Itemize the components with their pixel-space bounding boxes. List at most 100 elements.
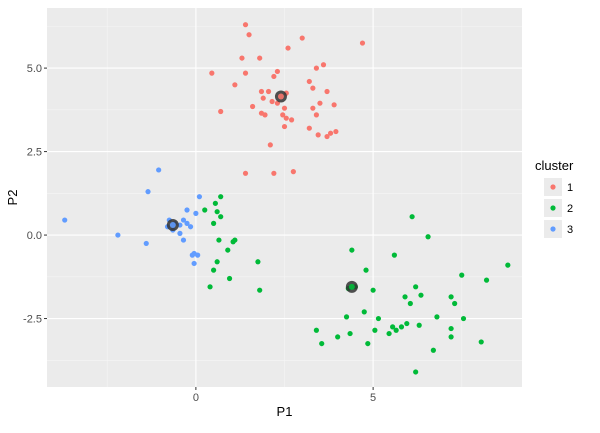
- point-cluster-3: [180, 217, 187, 223]
- legend-key-3: [550, 226, 556, 232]
- point-cluster-3: [191, 260, 197, 267]
- y-tick-label: 2.5: [27, 147, 42, 159]
- point-cluster-2: [478, 339, 484, 345]
- point-cluster-2: [218, 214, 224, 220]
- point-cluster-2: [416, 322, 422, 328]
- point-cluster-1: [359, 40, 366, 46]
- point-cluster-1: [257, 55, 263, 61]
- point-cluster-2: [459, 272, 465, 278]
- point-cluster-2: [413, 284, 419, 290]
- center-core-2: [348, 283, 355, 290]
- legend-key-1: [550, 184, 556, 190]
- point-cluster-1: [269, 98, 275, 105]
- point-cluster-2: [226, 275, 233, 282]
- point-cluster-1: [310, 105, 316, 111]
- point-cluster-2: [212, 200, 218, 206]
- point-cluster-2: [398, 324, 405, 330]
- point-cluster-2: [313, 327, 320, 333]
- point-cluster-3: [193, 210, 199, 216]
- point-cluster-2: [343, 314, 350, 320]
- point-cluster-2: [375, 315, 382, 322]
- point-cluster-1: [242, 170, 249, 176]
- point-cluster-3: [115, 232, 121, 238]
- point-cluster-1: [327, 130, 334, 136]
- point-cluster-1: [246, 32, 252, 38]
- point-cluster-3: [184, 220, 190, 226]
- point-cluster-2: [452, 300, 458, 307]
- point-cluster-3: [195, 252, 201, 258]
- point-cluster-2: [202, 207, 208, 213]
- legend-key-2: [550, 205, 556, 211]
- point-cluster-1: [333, 128, 339, 135]
- point-cluster-1: [315, 132, 321, 138]
- point-cluster-2: [483, 277, 490, 283]
- point-cluster-1: [271, 170, 277, 176]
- center-core-3: [169, 222, 176, 229]
- point-cluster-1: [239, 55, 245, 61]
- point-cluster-2: [402, 294, 408, 300]
- point-cluster-2: [335, 334, 341, 340]
- point-cluster-1: [249, 103, 256, 110]
- point-cluster-2: [216, 237, 222, 243]
- point-cluster-2: [390, 324, 396, 330]
- point-cluster-2: [207, 284, 213, 290]
- point-cluster-2: [365, 340, 371, 347]
- y-tick-label: 0.0: [27, 230, 42, 242]
- point-cluster-1: [265, 88, 272, 95]
- point-cluster-1: [280, 112, 286, 118]
- point-cluster-1: [283, 115, 289, 121]
- point-cluster-1: [262, 112, 268, 118]
- point-cluster-1: [331, 102, 337, 108]
- point-cluster-2: [448, 294, 454, 300]
- point-cluster-2: [225, 247, 231, 253]
- point-cluster-1: [324, 88, 330, 95]
- legend-title: cluster: [535, 158, 574, 173]
- point-cluster-1: [271, 73, 277, 80]
- point-cluster-2: [361, 309, 367, 315]
- point-cluster-2: [413, 369, 419, 375]
- legend-label-1: 1: [567, 182, 573, 194]
- point-cluster-1: [313, 65, 320, 71]
- point-cluster-1: [218, 108, 224, 115]
- point-cluster-2: [386, 330, 392, 337]
- point-cluster-1: [299, 35, 305, 41]
- point-cluster-2: [319, 340, 325, 347]
- point-cluster-2: [505, 262, 511, 268]
- point-cluster-2: [370, 287, 376, 293]
- point-cluster-3: [180, 237, 187, 243]
- point-cluster-2: [430, 347, 436, 353]
- point-cluster-2: [418, 292, 424, 298]
- point-cluster-2: [218, 194, 224, 200]
- point-cluster-1: [281, 123, 288, 130]
- y-tick-label: -2.5: [23, 314, 42, 326]
- point-cluster-3: [189, 252, 195, 258]
- point-cluster-2: [214, 259, 220, 265]
- point-cluster-2: [255, 259, 261, 265]
- point-cluster-1: [320, 62, 327, 68]
- point-cluster-2: [232, 237, 238, 243]
- point-cluster-1: [281, 105, 288, 111]
- point-cluster-1: [285, 45, 291, 51]
- point-cluster-2: [214, 209, 220, 215]
- point-cluster-1: [306, 125, 312, 131]
- point-cluster-1: [317, 100, 323, 106]
- point-cluster-3: [184, 207, 190, 213]
- point-cluster-2: [347, 330, 353, 337]
- point-cluster-1: [274, 68, 281, 75]
- point-cluster-1: [232, 82, 238, 88]
- point-cluster-1: [209, 70, 215, 76]
- point-cluster-1: [260, 95, 266, 101]
- point-cluster-2: [409, 214, 415, 220]
- point-cluster-1: [313, 112, 320, 118]
- point-cluster-3: [62, 217, 68, 223]
- point-cluster-2: [448, 334, 454, 340]
- point-cluster-2: [434, 314, 440, 320]
- point-cluster-2: [393, 327, 399, 333]
- point-cluster-3: [196, 194, 203, 200]
- point-cluster-1: [324, 133, 330, 140]
- x-axis-title: P1: [277, 404, 293, 419]
- point-cluster-2: [211, 220, 217, 226]
- point-cluster-2: [257, 287, 263, 293]
